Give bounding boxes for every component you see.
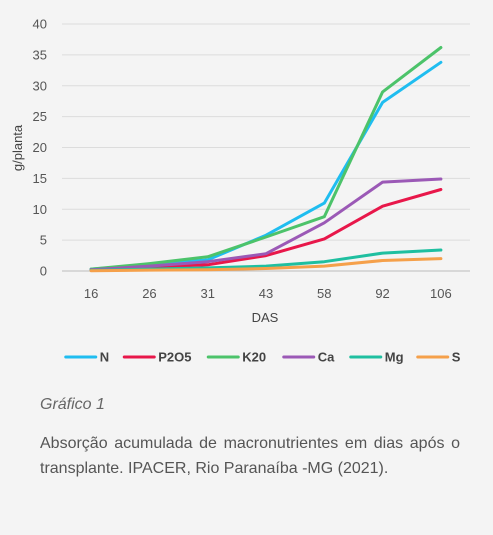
y-tick-label: 5	[40, 233, 47, 248]
line-chart: 0 5 10 15 20 25 30 35 40 16 26 31 43 58 92 106 g/plant…	[10, 17, 470, 365]
x-tick-label: 16	[84, 286, 98, 301]
x-tick-label: 92	[375, 286, 389, 301]
y-tick-label: 25	[33, 109, 47, 124]
series-line-k20	[89, 46, 443, 271]
legend-label: N	[100, 350, 109, 365]
legend-item-ca: Ca	[282, 350, 335, 365]
y-tick-label: 30	[33, 78, 47, 93]
x-tick-label: 106	[430, 286, 452, 301]
y-tick-label: 40	[33, 17, 47, 32]
y-tick-labels: 0 5 10 15 20 25 30 35 40	[33, 17, 47, 279]
y-axis-title: g/planta	[10, 124, 25, 171]
figure-caption-title: Gráfico 1	[40, 396, 105, 413]
y-tick-label: 20	[33, 140, 47, 155]
y-tick-label: 10	[33, 202, 47, 217]
legend-label: K20	[242, 350, 266, 365]
series-line-p2o5	[89, 188, 443, 272]
x-tick-labels: 16 26 31 43 58 92 106	[84, 286, 452, 301]
legend-label: Mg	[385, 350, 404, 365]
y-tick-label: 0	[40, 264, 47, 279]
x-tick-label: 43	[259, 286, 273, 301]
legend-label: S	[452, 350, 461, 365]
legend-label: P2O5	[158, 350, 191, 365]
y-tick-label: 15	[33, 171, 47, 186]
x-tick-label: 31	[200, 286, 214, 301]
x-tick-label: 26	[142, 286, 156, 301]
legend-label: Ca	[318, 350, 335, 365]
legend-item-n: N	[64, 350, 109, 365]
x-axis-title: DAS	[252, 310, 279, 325]
series-line-s	[89, 257, 443, 273]
legend-item-p2o5: P2O5	[122, 350, 192, 365]
x-tick-label: 58	[317, 286, 331, 301]
legend-item-mg: Mg	[349, 350, 404, 365]
figure-caption-text: Absorção acumulada de macronutrientes em…	[40, 435, 460, 477]
legend: N P2O5 K20 Ca Mg S	[64, 350, 461, 365]
series-line-ca	[89, 177, 443, 272]
legend-item-s: S	[416, 350, 461, 365]
grid-lines	[62, 23, 470, 272]
y-tick-label: 35	[33, 47, 47, 62]
legend-item-k20: K20	[206, 350, 266, 365]
series-lines	[89, 46, 443, 273]
